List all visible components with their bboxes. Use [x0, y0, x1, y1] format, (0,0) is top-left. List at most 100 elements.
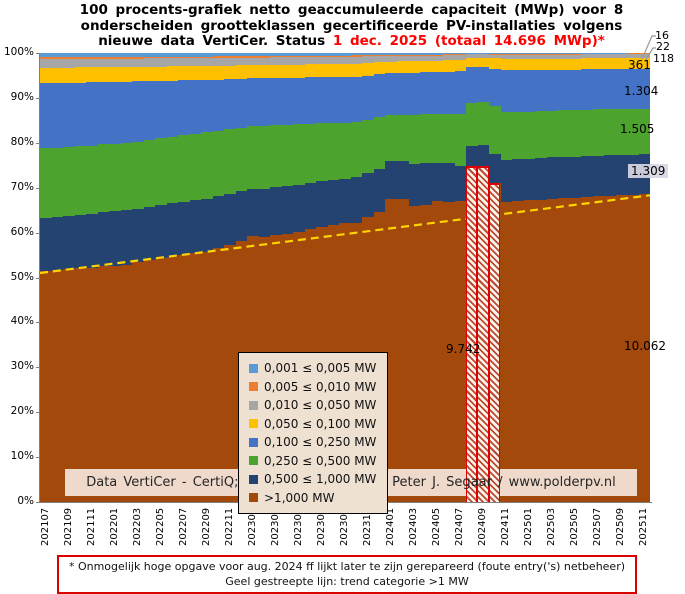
month-column-202111	[86, 53, 98, 502]
area-segment	[224, 65, 236, 80]
area-segment	[558, 198, 570, 502]
y-tick-label: 100%	[3, 46, 34, 58]
legend-item: 0,010 ≤ 0,050 MW	[249, 398, 381, 412]
area-segment	[258, 188, 271, 237]
area-segment	[86, 267, 98, 502]
area-segment	[40, 67, 52, 84]
month-column-202205	[155, 53, 167, 502]
area-segment	[224, 56, 236, 58]
month-column-202506	[581, 53, 593, 502]
area-segment	[373, 62, 386, 75]
area-segment	[51, 147, 64, 217]
area-segment	[443, 60, 455, 72]
area-segment	[581, 53, 593, 55]
area-segment	[189, 56, 202, 59]
area-segment	[258, 65, 271, 79]
area-segment	[569, 53, 582, 55]
area-segment	[155, 58, 167, 67]
area-segment	[443, 53, 455, 55]
area-segment	[258, 53, 271, 57]
month-column-202504	[558, 53, 570, 502]
area-segment	[396, 160, 409, 200]
area-segment	[362, 53, 374, 56]
area-segment	[63, 59, 75, 68]
area-segment	[350, 121, 363, 178]
month-column-202210	[212, 53, 225, 502]
area-segment	[178, 135, 190, 202]
area-segment	[178, 66, 190, 81]
area-segment	[74, 215, 87, 269]
month-column-202112	[97, 53, 110, 502]
area-segment	[143, 260, 156, 502]
area-segment	[166, 136, 179, 204]
area-segment	[74, 146, 87, 216]
area-segment	[109, 211, 121, 266]
x-tick-label: 202201	[108, 507, 120, 546]
month-column-202209	[201, 53, 213, 502]
area-segment	[143, 53, 156, 57]
area-segment	[86, 57, 98, 59]
area-segment	[109, 53, 121, 58]
area-segment	[212, 130, 225, 197]
area-segment	[40, 148, 52, 218]
area-segment	[443, 113, 455, 163]
y-tick-mark	[36, 367, 40, 369]
area-segment	[638, 108, 651, 155]
area-segment	[120, 81, 133, 144]
area-segment	[327, 179, 340, 225]
y-tick-mark	[36, 232, 40, 234]
area-segment	[109, 81, 121, 144]
area-segment	[143, 56, 156, 59]
area-segment	[604, 58, 616, 70]
area-segment	[270, 187, 282, 236]
area-segment	[40, 270, 52, 502]
area-segment	[270, 125, 282, 188]
area-segment	[339, 123, 351, 179]
x-tick-label: 202403	[408, 507, 420, 546]
area-segment	[627, 68, 639, 109]
area-segment	[523, 200, 536, 502]
area-segment	[558, 58, 570, 70]
area-segment	[201, 56, 213, 59]
area-segment	[258, 78, 271, 126]
y-tick-label: 10%	[10, 450, 34, 463]
area-segment	[558, 54, 570, 59]
area-segment	[454, 60, 467, 72]
area-segment	[109, 265, 121, 502]
area-segment	[339, 57, 351, 65]
area-segment	[408, 205, 421, 502]
area-segment	[604, 53, 616, 55]
area-segment	[362, 56, 374, 63]
area-segment	[535, 70, 547, 112]
area-segment	[615, 108, 628, 155]
area-segment	[546, 58, 559, 70]
area-segment	[97, 266, 110, 502]
area-segment	[373, 53, 386, 56]
chart-title: 100 procents-grafiek netto geaccumuleerd…	[22, 2, 681, 50]
area-segment	[466, 102, 478, 146]
area-segment	[281, 77, 294, 125]
area-segment	[385, 61, 397, 74]
area-segment	[293, 64, 305, 78]
y-tick-label: 40%	[10, 315, 34, 328]
area-segment	[224, 79, 236, 130]
area-segment	[155, 80, 167, 139]
area-segment	[120, 143, 133, 211]
area-segment	[443, 54, 455, 56]
area-segment	[40, 83, 52, 149]
area-segment	[466, 57, 478, 68]
area-segment	[535, 58, 547, 71]
area-segment	[74, 53, 87, 58]
area-segment	[396, 72, 409, 115]
month-column-202108	[51, 53, 64, 502]
area-segment	[132, 53, 144, 57]
area-segment	[569, 53, 582, 54]
area-segment	[350, 56, 363, 64]
month-column-202508	[604, 53, 616, 502]
area-segment	[408, 114, 421, 164]
area-segment	[558, 157, 570, 199]
area-segment	[327, 123, 340, 180]
area-segment	[63, 82, 75, 148]
area-segment	[51, 83, 64, 148]
